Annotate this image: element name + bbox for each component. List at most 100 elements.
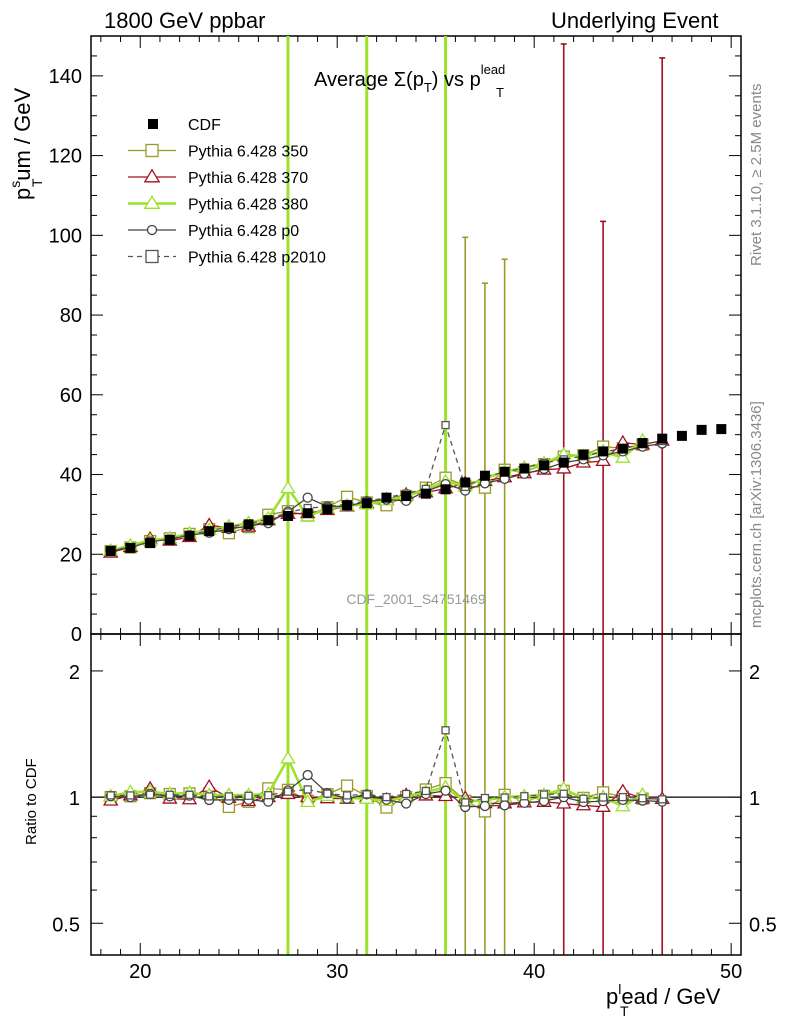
cdf-data-point	[617, 443, 628, 454]
series-point	[280, 480, 296, 494]
legend-label: Pythia 6.428 p2010	[188, 250, 326, 267]
y-tick-label: 0	[71, 624, 82, 646]
legend-label: CDF	[188, 117, 221, 134]
cdf-data-point	[598, 446, 609, 457]
cdf-data-point	[420, 488, 431, 499]
y-tick-label: 120	[49, 146, 82, 168]
series-point	[441, 420, 450, 430]
ratio-point	[323, 789, 332, 798]
ratio-point	[559, 789, 568, 798]
ratio-series-line	[110, 755, 644, 808]
ratio-point	[618, 792, 627, 802]
ratio-point	[224, 792, 234, 801]
cdf-data-point	[145, 538, 156, 549]
ratio-point	[165, 790, 174, 799]
cdf-data-point	[263, 515, 274, 526]
legend-marker	[145, 143, 159, 158]
ratio-point	[480, 793, 490, 803]
series-line	[110, 439, 644, 552]
ratio-point	[401, 798, 412, 809]
ratio-point	[264, 791, 273, 800]
cdf-data-point	[164, 534, 175, 545]
y-axis-label: psum / GeV	[7, 88, 35, 200]
ratio-point	[299, 794, 316, 808]
y-tick-label: 20	[60, 544, 82, 566]
ratio-point	[303, 785, 312, 794]
ratio-point	[615, 798, 631, 812]
y-tick-label: 60	[60, 385, 82, 407]
x-tick-label: 40	[523, 961, 545, 983]
ratio-point	[244, 791, 253, 800]
ratio-point	[598, 793, 608, 802]
ratio-series-line	[110, 728, 663, 804]
series-point	[302, 492, 313, 503]
ratio-point	[106, 791, 115, 800]
ratio-tick-label: 1	[69, 788, 80, 810]
ratio-tick-label-right: 2	[749, 662, 760, 684]
legend-label: Pythia 6.428 380	[188, 197, 308, 214]
cdf-data-point	[499, 466, 510, 477]
y-tick-label: 40	[60, 465, 82, 487]
ratio-point	[302, 769, 313, 781]
ratio-point	[499, 800, 510, 811]
ratio-tick-label-right: 0.5	[749, 914, 777, 936]
legend-marker	[146, 224, 158, 236]
legend-marker	[143, 168, 161, 183]
ratio-point	[362, 790, 371, 799]
cdf-data-point	[440, 484, 451, 495]
ratio-point	[441, 726, 450, 735]
rivet-version-label: Rivet 3.1.10, ≥ 2.5M events	[748, 83, 765, 267]
cdf-data-point	[676, 430, 687, 441]
x-tick-label: 20	[129, 961, 151, 983]
cdf-data-point	[243, 519, 254, 530]
x-tick-label: 50	[720, 961, 742, 983]
cdf-data-point	[322, 504, 333, 515]
legend-marker	[148, 119, 158, 129]
x-tick-label: 30	[326, 961, 348, 983]
cdf-data-point	[539, 460, 550, 471]
ratio-tick-label: 2	[69, 662, 80, 684]
legend-marker	[145, 249, 159, 264]
cdf-data-point	[578, 449, 589, 460]
ratio-point	[340, 779, 354, 792]
ratio-axis-label: Ratio to CDF	[23, 758, 40, 845]
y-tick-label: 100	[49, 225, 82, 247]
y-tick-label: 80	[60, 305, 82, 327]
cdf-data-point	[184, 530, 195, 541]
ratio-point	[440, 785, 451, 796]
ratio-point	[402, 789, 411, 799]
cdf-data-point	[558, 457, 569, 468]
x-axis-label: plead / GeV	[606, 981, 721, 1009]
ratio-tick-label: 0.5	[52, 914, 80, 936]
chart-title: Average Σ(pT) vs plead	[314, 62, 505, 95]
ratio-point	[280, 750, 296, 764]
cdf-data-point	[282, 510, 293, 521]
cdf-data-point	[342, 500, 353, 511]
header-right: Underlying Event	[551, 8, 719, 33]
ratio-point	[479, 800, 491, 812]
cdf-data-point	[716, 424, 727, 435]
ratio-point	[579, 794, 588, 803]
cdf-data-point	[657, 433, 668, 444]
ratio-panel: 20 30 40 50 0.5 0.5 1 1 2 2	[52, 633, 777, 983]
cdf-data-point	[519, 463, 530, 474]
cdf-data-point	[696, 424, 707, 435]
series-point	[615, 449, 631, 463]
ratio-point	[520, 792, 529, 801]
header-left: 1800 GeV ppbar	[104, 8, 266, 33]
ratio-point	[382, 792, 391, 802]
cdf-data-point	[460, 477, 471, 488]
ratio-point	[658, 795, 667, 804]
cdf-data-point	[381, 492, 392, 503]
cdf-data-point	[204, 526, 215, 537]
ratio-point	[126, 791, 135, 800]
ratio-point	[555, 795, 572, 809]
ratio-frame	[90, 633, 742, 956]
cdf-data-point	[125, 542, 136, 553]
ratio-point	[638, 794, 647, 803]
ratio-point	[205, 792, 214, 801]
legend-label: Pythia 6.428 370	[188, 170, 308, 187]
cdf-data-point	[302, 508, 313, 519]
legend-label: Pythia 6.428 350	[188, 144, 308, 161]
